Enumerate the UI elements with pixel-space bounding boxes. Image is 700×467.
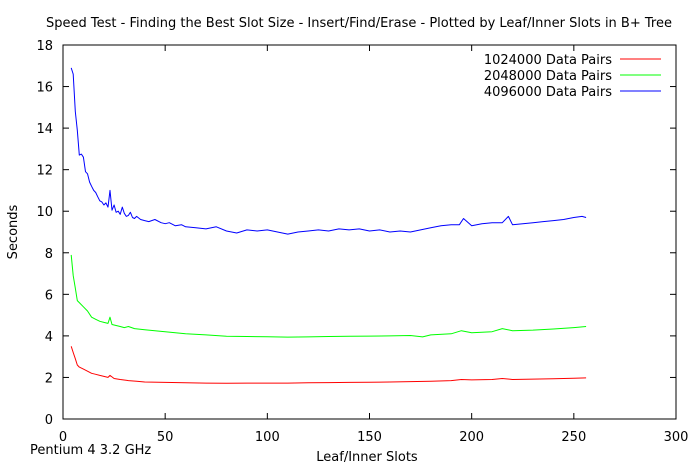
y-tick-label: 2 [45,371,53,386]
y-tick-label: 18 [36,39,53,54]
y-tick-label: 10 [36,205,53,220]
cpu-annotation: Pentium 4 3.2 GHz [30,443,151,458]
x-tick-label: 100 [255,430,280,445]
y-tick-label: 0 [45,413,53,428]
y-tick-label: 8 [45,247,53,262]
series-line-3 [70,67,587,235]
legend-label: 1024000 Data Pairs [484,53,612,68]
x-tick-label: 50 [157,430,174,445]
series-line-2 [70,254,587,338]
x-axis: 0 50 100 150 200 250 300 [59,45,689,445]
chart-title: Speed Test - Finding the Best Slot Size … [46,16,672,31]
y-tick-label: 12 [36,164,53,179]
legend-label: 2048000 Data Pairs [484,69,612,84]
x-tick-label: 200 [459,430,484,445]
y-tick-label: 16 [36,81,53,96]
series-lines [70,67,587,384]
series-line-1 [70,346,587,384]
x-tick-label: 250 [561,430,586,445]
x-tick-label: 0 [59,430,67,445]
y-axis-label: Seconds [6,204,21,259]
x-tick-label: 300 [664,430,689,445]
y-tick-label: 14 [36,122,53,137]
y-tick-label: 4 [45,330,53,345]
legend-label: 4096000 Data Pairs [484,85,612,100]
y-axis: 0 2 4 6 8 10 12 14 16 18 [36,39,676,428]
plot-frame [62,44,677,420]
y-tick-label: 6 [45,288,53,303]
x-axis-label: Leaf/Inner Slots [316,450,418,465]
x-tick-label: 150 [357,430,382,445]
